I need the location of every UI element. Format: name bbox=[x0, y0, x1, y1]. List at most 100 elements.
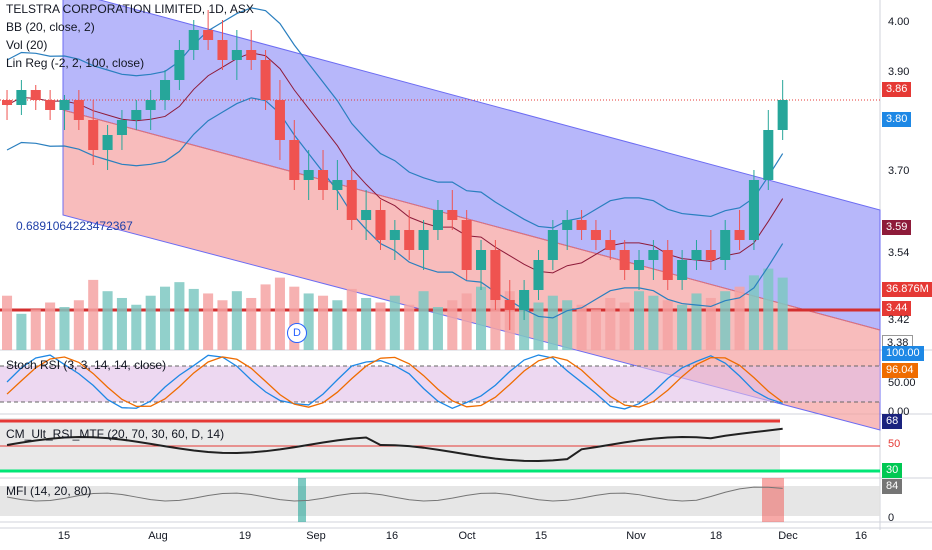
volume-bar bbox=[432, 307, 443, 350]
mfi-oversold-highlight bbox=[298, 478, 306, 522]
volume-bar bbox=[734, 286, 745, 350]
volume-bar bbox=[188, 288, 199, 350]
volume-bar bbox=[562, 300, 573, 350]
price-tick: 3.90 bbox=[888, 66, 910, 78]
price-tick: 3.70 bbox=[888, 165, 910, 177]
linreg-value-label: 0.6891064223472367 bbox=[16, 219, 133, 233]
candle-body bbox=[246, 50, 257, 60]
x-tick: 19 bbox=[238, 530, 252, 542]
candle-body bbox=[504, 300, 515, 310]
volume-bar bbox=[777, 277, 788, 350]
candle-body bbox=[289, 140, 300, 180]
mfi-tick: 0 bbox=[888, 512, 895, 524]
volume-bar bbox=[418, 291, 429, 350]
volume-bar bbox=[519, 297, 530, 350]
candle-body bbox=[619, 250, 630, 270]
candle-body bbox=[476, 250, 487, 270]
volume-bar bbox=[16, 313, 27, 350]
volume-bar bbox=[59, 307, 70, 350]
volume-bar bbox=[45, 302, 56, 350]
candle-body bbox=[188, 30, 199, 50]
x-tick: Aug bbox=[148, 530, 168, 542]
candle-body bbox=[777, 100, 788, 130]
candle-body bbox=[361, 210, 372, 220]
x-tick: Sep bbox=[306, 530, 326, 542]
volume-bar bbox=[102, 291, 113, 350]
volume-bar bbox=[303, 293, 314, 350]
volume-bar bbox=[490, 282, 501, 350]
candle-body bbox=[748, 180, 759, 240]
volume-bar bbox=[476, 286, 487, 350]
volume-bar bbox=[634, 291, 645, 350]
volume-bar bbox=[160, 286, 171, 350]
volume-bar bbox=[145, 295, 156, 350]
candle-body bbox=[705, 250, 716, 260]
candle-body bbox=[432, 210, 443, 230]
candle-body bbox=[720, 230, 731, 260]
dividend-marker[interactable]: D bbox=[287, 323, 307, 343]
volume-bar bbox=[73, 300, 84, 350]
volume-bar bbox=[274, 277, 285, 350]
volume-badge: 36.876M bbox=[882, 282, 932, 297]
mfi-overbought-highlight bbox=[762, 478, 784, 522]
volume-bar bbox=[404, 304, 415, 350]
volume-bar bbox=[260, 284, 271, 350]
stoch-badge-k: 100.00 bbox=[882, 346, 924, 361]
candle-body bbox=[260, 60, 271, 100]
cm-ult-rsi-label: CM_Ult_RSI_MTF (20, 70, 30, 60, D, 14) bbox=[6, 427, 225, 441]
cm-badge-value: 68 bbox=[882, 414, 903, 429]
x-tick: 18 bbox=[709, 530, 723, 542]
candle-body bbox=[662, 250, 673, 280]
price-badge-bb-basis: 3.59 bbox=[882, 220, 912, 235]
candle-body bbox=[45, 100, 56, 110]
volume-bar bbox=[375, 302, 386, 350]
volume-bar bbox=[289, 286, 300, 350]
x-tick: 16 bbox=[385, 530, 399, 542]
chart-title: TELSTRA CORPORATION LIMITED, 1D, ASX bbox=[6, 2, 254, 16]
x-tick: 15 bbox=[57, 530, 71, 542]
candle-body bbox=[605, 240, 616, 250]
volume-bar bbox=[720, 291, 731, 350]
candle-body bbox=[404, 230, 415, 250]
price-tick: 4.00 bbox=[888, 16, 910, 28]
volume-bar bbox=[88, 279, 99, 350]
volume-bar bbox=[763, 268, 774, 350]
candle-body bbox=[691, 250, 702, 260]
candle-body bbox=[461, 220, 472, 270]
mfi-band bbox=[0, 486, 880, 516]
volume-bar bbox=[131, 304, 142, 350]
volume-bar bbox=[748, 275, 759, 350]
volume-bar bbox=[576, 304, 587, 350]
volume-bar bbox=[346, 288, 357, 350]
candle-body bbox=[375, 210, 386, 240]
volume-bar bbox=[332, 300, 343, 350]
candle-body bbox=[30, 90, 41, 100]
bb-upper-line bbox=[6, 7, 784, 229]
candle-body bbox=[389, 230, 400, 240]
indicator-linreg-label: Lin Reg (-2, 2, 100, close) bbox=[6, 56, 145, 70]
candle-body bbox=[131, 110, 142, 120]
volume-bar bbox=[619, 302, 630, 350]
cm-badge-low: 30 bbox=[882, 463, 903, 478]
candle-body bbox=[590, 230, 601, 240]
x-tick: 15 bbox=[534, 530, 548, 542]
volume-bar bbox=[231, 291, 242, 350]
cm-rsi-line bbox=[6, 427, 783, 462]
x-tick: 16 bbox=[854, 530, 868, 542]
x-tick: Dec bbox=[778, 530, 798, 542]
x-tick: Oct bbox=[458, 530, 476, 542]
volume-bar bbox=[246, 297, 257, 350]
stoch-rsi-label: Stoch RSI (3, 3, 14, 14, close) bbox=[6, 358, 167, 372]
mfi-label: MFI (14, 20, 80) bbox=[6, 484, 92, 498]
volume-bar bbox=[116, 297, 127, 350]
candle-body bbox=[274, 100, 285, 140]
candle-body bbox=[203, 30, 214, 40]
volume-bar bbox=[2, 295, 13, 350]
candle-body bbox=[16, 90, 27, 105]
candle-body bbox=[547, 230, 558, 260]
price-badge-bb-upper: 3.80 bbox=[882, 112, 912, 127]
x-tick: Nov bbox=[626, 530, 646, 542]
volume-bar bbox=[590, 309, 601, 350]
candle-body bbox=[519, 290, 530, 310]
